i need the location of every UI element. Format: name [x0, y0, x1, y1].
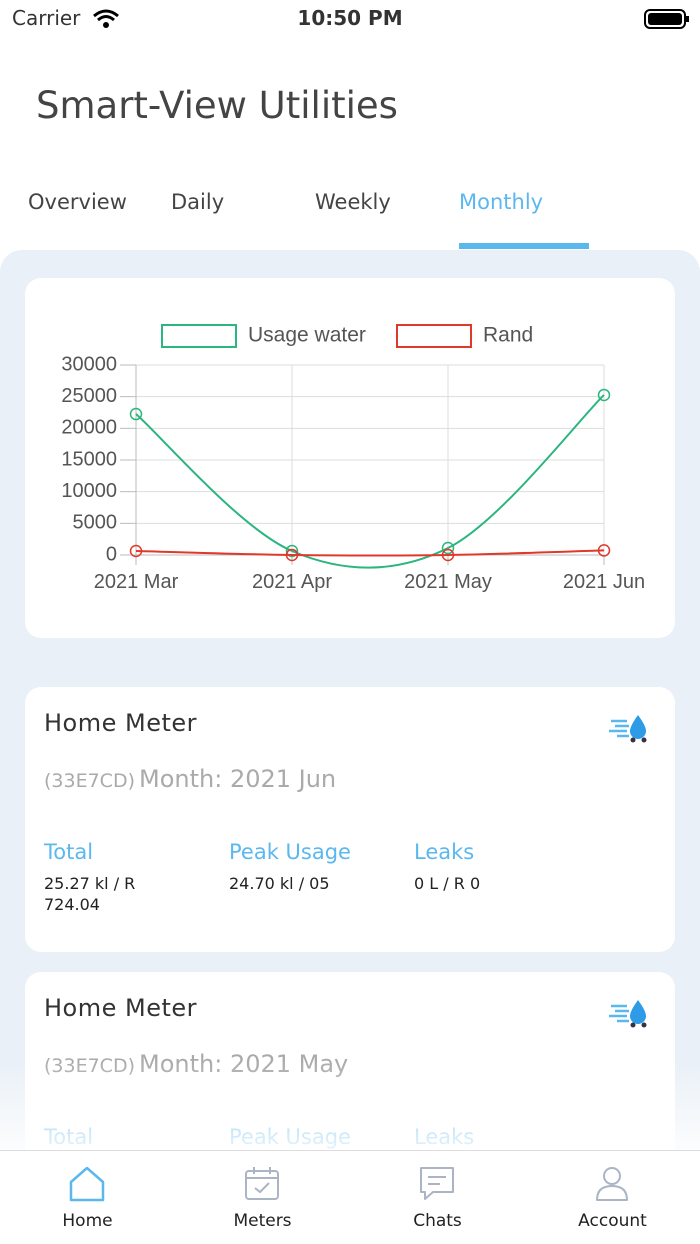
account-icon: [596, 1167, 628, 1201]
x-tick-label: 2021 May: [404, 571, 492, 593]
x-tick-label: 2021 Mar: [94, 571, 179, 593]
home-icon: [69, 1166, 105, 1202]
point: [129, 544, 143, 558]
series-line: [135, 549, 605, 557]
stat-label: Leaks: [414, 840, 475, 864]
stat-value: 0 L / R 0: [414, 874, 481, 893]
point: [441, 548, 455, 562]
point: [285, 544, 299, 558]
y-tick-label: 15000: [61, 448, 117, 470]
meters-icon: [245, 1167, 279, 1200]
card-title: Home Meter: [44, 994, 198, 1022]
legend-label: Rand: [483, 324, 533, 347]
y-tick-label: 5000: [73, 512, 118, 534]
y-tick-label: 0: [106, 543, 117, 565]
point: [597, 544, 611, 557]
tab[interactable]: Daily: [171, 190, 225, 214]
y-tick-label: 20000: [61, 417, 117, 439]
battery-icon: [644, 9, 689, 29]
nav-meters[interactable]: Meters: [175, 1150, 350, 1244]
meter-month: Month: 2021 Jun: [139, 765, 337, 793]
card-title: Home Meter: [44, 709, 198, 737]
x-tick-label: 2021 Apr: [252, 571, 332, 593]
series-line: [135, 394, 605, 569]
nav-account[interactable]: Account: [525, 1150, 700, 1244]
fade: [0, 1060, 700, 1150]
tab-indicator: [459, 243, 589, 249]
legend-swatch: [161, 324, 237, 348]
stat-value: 25.27 kl / R 724.04: [44, 874, 136, 914]
bottom-nav: [0, 1150, 700, 1244]
x-tick-label: 2021 Jun: [563, 571, 645, 593]
nav-chats[interactable]: Chats: [350, 1150, 525, 1244]
stat-label: Total: [44, 840, 94, 864]
carrier: Carrier: [12, 6, 81, 30]
y-tick-label: 25000: [61, 385, 117, 407]
point: [285, 548, 299, 562]
clock: 10:50 PM: [297, 6, 403, 30]
meter-icon: [609, 1000, 647, 1028]
nav-home[interactable]: Home: [0, 1150, 175, 1244]
chats-icon: [420, 1167, 454, 1200]
nav-label: Meters: [233, 1211, 292, 1231]
legend-swatch: [396, 324, 472, 348]
page-title: Smart-View Utilities: [36, 84, 398, 127]
meter-icon: [609, 715, 647, 743]
meter-card: Home Meter (33E7CD) Month: 2021 Jun Total 25…: [25, 687, 675, 952]
point: [597, 388, 611, 402]
tab[interactable]: Weekly: [315, 190, 391, 214]
point: [129, 407, 143, 421]
y-tick-label: 10000: [61, 480, 117, 502]
tab[interactable]: Monthly: [459, 190, 544, 214]
nav-label: Account: [578, 1211, 647, 1231]
nav-label: Chats: [413, 1211, 462, 1231]
chart-card: 0 5000 10000 15000 20000 25000 30000 2021 Mar 20…: [25, 278, 675, 638]
nav-label: Home: [62, 1211, 113, 1231]
stat-value: 24.70 kl / 05: [229, 874, 330, 893]
tab[interactable]: Overview: [28, 190, 127, 214]
stat-label: Peak Usage: [229, 840, 351, 864]
meter-code: (33E7CD): [44, 770, 135, 792]
y-tick-label: 30000: [61, 353, 117, 375]
wifi-icon: [93, 9, 119, 28]
point: [441, 541, 455, 555]
legend-label: Usage water: [248, 324, 366, 347]
chart: 0 5000 10000 15000 20000 25000 30000 2021 Mar 20…: [61, 324, 645, 593]
card-subtitle: (33E7CD) Month: 2021 Jun: [44, 765, 336, 793]
